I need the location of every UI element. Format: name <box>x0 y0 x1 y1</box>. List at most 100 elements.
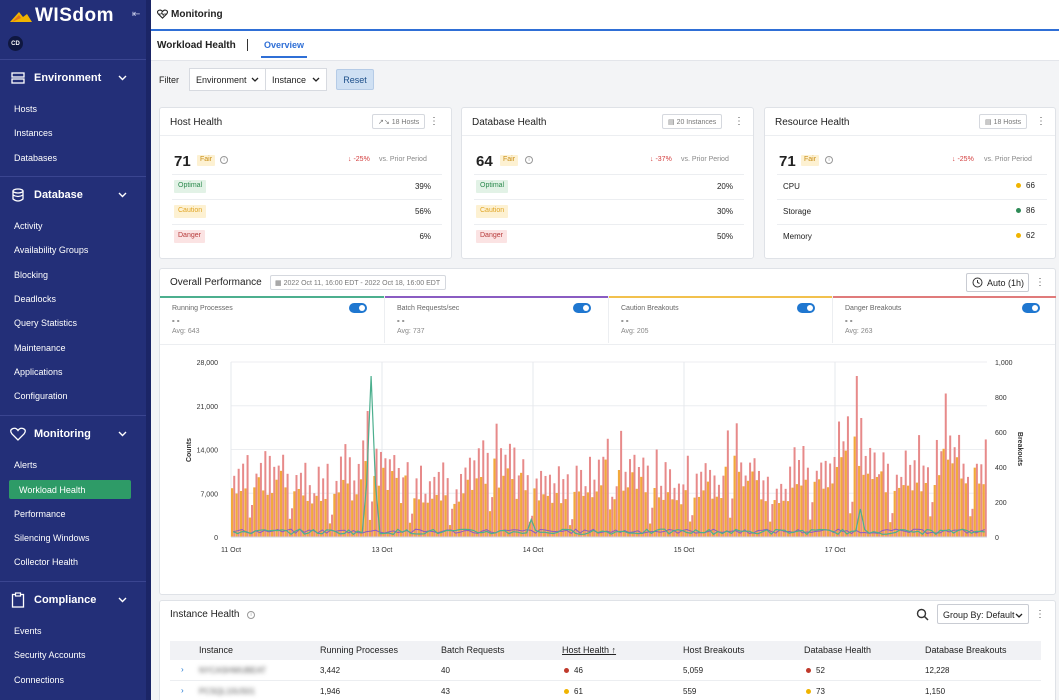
sidebar-section-environment[interactable]: Environment <box>0 61 146 94</box>
cpu-label: CPU <box>783 182 800 191</box>
danger-tag: Danger <box>174 230 205 243</box>
auto-refresh-button[interactable]: Auto (1h) <box>966 273 1029 292</box>
sidebar-scrollbar[interactable] <box>146 0 151 700</box>
column-header-host-health[interactable]: Host Health ↑ <box>562 645 616 655</box>
caution-bar <box>386 489 389 537</box>
column-header-database-breakouts[interactable]: Database Breakouts <box>925 645 1007 655</box>
search-icon[interactable] <box>916 608 929 623</box>
y-tick-label: 7,000 <box>200 491 218 498</box>
sidebar-item-deadlocks[interactable]: Deadlocks <box>14 294 57 304</box>
caution-bar <box>826 487 830 537</box>
danger-bar <box>873 452 876 537</box>
caution-bar <box>635 488 638 537</box>
sidebar-item-instances[interactable]: Instances <box>14 128 53 138</box>
memory-label: Memory <box>783 232 812 241</box>
column-header-batch-requests[interactable]: Batch Requests <box>441 645 505 655</box>
danger-bar <box>388 459 391 537</box>
sidebar-section-monitoring[interactable]: Monitoring <box>0 417 146 450</box>
collapse-sidebar-icon[interactable]: ⇤ <box>132 9 141 20</box>
column-header-instance[interactable]: Instance <box>199 645 234 655</box>
more-options-icon[interactable]: ⋮ <box>1036 116 1046 127</box>
sidebar-item-databases[interactable]: Databases <box>14 153 58 163</box>
more-options-icon[interactable]: ⋮ <box>429 116 439 127</box>
performance-chart[interactable]: 0 7,000 14,000 21,000 28,000 0 200 400 600 800 1,0… <box>160 345 1055 595</box>
info-icon[interactable]: i <box>825 156 833 164</box>
sidebar-item-alerts[interactable]: Alerts <box>14 460 38 470</box>
sidebar-item-connections[interactable]: Connections <box>14 675 65 685</box>
sidebar-item-hosts[interactable]: Hosts <box>14 104 38 114</box>
sidebar-item-silencing-windows[interactable]: Silencing Windows <box>14 533 90 543</box>
sidebar-item-query-statistics[interactable]: Query Statistics <box>14 318 78 328</box>
sidebar-section-compliance[interactable]: Compliance <box>0 583 146 616</box>
sidebar-section-database[interactable]: Database <box>0 178 146 211</box>
caution-bar <box>889 522 892 537</box>
caution-bar <box>751 471 754 537</box>
danger-bar <box>704 463 707 537</box>
more-options-icon[interactable]: ⋮ <box>734 116 744 127</box>
running-processes-toggle[interactable] <box>349 303 367 313</box>
sidebar-item-security-accounts[interactable]: Security Accounts <box>14 650 86 660</box>
danger-bar <box>268 455 271 537</box>
danger-bar <box>553 483 556 537</box>
batch-requests-toggle[interactable] <box>573 303 591 313</box>
chevron-down-icon[interactable] <box>118 594 127 606</box>
instance-dropdown[interactable]: Instance <box>265 68 327 91</box>
chevron-down-icon[interactable] <box>118 189 127 201</box>
sidebar-item-activity[interactable]: Activity <box>14 221 43 231</box>
caution-bar <box>671 499 674 537</box>
column-header-host-breakouts[interactable]: Host Breakouts <box>683 645 745 655</box>
tab-overview[interactable]: Overview <box>264 40 305 50</box>
caution-percent: 56% <box>414 207 431 216</box>
metric-value: - - <box>845 316 853 325</box>
danger-breakouts-toggle[interactable] <box>1022 303 1040 313</box>
caution-bar <box>440 500 443 537</box>
row-divider <box>172 174 442 175</box>
danger-bar <box>864 455 867 537</box>
sidebar-item-collector-health[interactable]: Collector Health <box>14 557 79 567</box>
caution-bar <box>684 490 687 537</box>
expand-row-icon[interactable]: › <box>181 686 184 695</box>
info-icon[interactable]: i <box>247 611 255 619</box>
group-by-dropdown[interactable]: Group By: Default <box>937 604 1029 624</box>
danger-bar <box>299 472 302 537</box>
sidebar-item-maintenance[interactable]: Maintenance <box>14 343 66 353</box>
caution-breakouts-toggle[interactable] <box>797 303 815 313</box>
logo[interactable]: WISdom <box>0 0 151 32</box>
caution-bar <box>791 487 794 537</box>
date-range-badge[interactable]: ▦ 2022 Oct 11, 16:00 EDT - 2022 Oct 18, … <box>270 275 447 290</box>
column-header-running-processes[interactable]: Running Processes <box>320 645 399 655</box>
chevron-down-icon[interactable] <box>118 72 127 84</box>
danger-bar <box>286 473 289 537</box>
instance-name[interactable]: PCSQL10US01 <box>199 687 256 696</box>
more-options-icon[interactable]: ⋮ <box>1035 609 1045 620</box>
sidebar-item-availability-groups[interactable]: Availability Groups <box>14 245 89 255</box>
expand-row-icon[interactable]: › <box>181 665 184 674</box>
sidebar-item-configuration[interactable]: Configuration <box>14 391 68 401</box>
info-icon[interactable]: i <box>220 156 228 164</box>
avatar[interactable]: CD <box>8 36 23 51</box>
reset-button[interactable]: Reset <box>336 69 374 90</box>
danger-bar <box>606 438 609 537</box>
danger-bar <box>584 486 587 537</box>
row-divider <box>474 174 744 175</box>
more-options-icon[interactable]: ⋮ <box>1035 277 1045 288</box>
caution-bar <box>395 477 398 537</box>
caution-bar <box>880 471 883 537</box>
sidebar-item-blocking[interactable]: Blocking <box>14 270 49 280</box>
column-header-database-health[interactable]: Database Health <box>804 645 872 655</box>
sidebar-item-performance[interactable]: Performance <box>14 509 66 519</box>
sidebar-item-events[interactable]: Events <box>14 626 42 636</box>
caution-bar <box>275 479 278 537</box>
sidebar-item-applications[interactable]: Applications <box>14 367 63 377</box>
instance-count-badge: ▤ 20 Instances <box>662 114 723 129</box>
danger-bar <box>855 376 858 537</box>
danger-bar <box>597 459 600 537</box>
info-icon[interactable]: i <box>525 156 533 164</box>
chevron-down-icon[interactable] <box>118 428 127 440</box>
environment-dropdown[interactable]: Environment <box>189 68 266 91</box>
danger-bar <box>744 475 747 537</box>
instance-name[interactable]: NYCASHWUBEAT <box>199 666 266 675</box>
group-by-label: Group By: Default <box>943 610 1015 620</box>
database-icon <box>10 187 26 203</box>
sidebar-item-workload-health[interactable]: Workload Health <box>9 480 131 499</box>
